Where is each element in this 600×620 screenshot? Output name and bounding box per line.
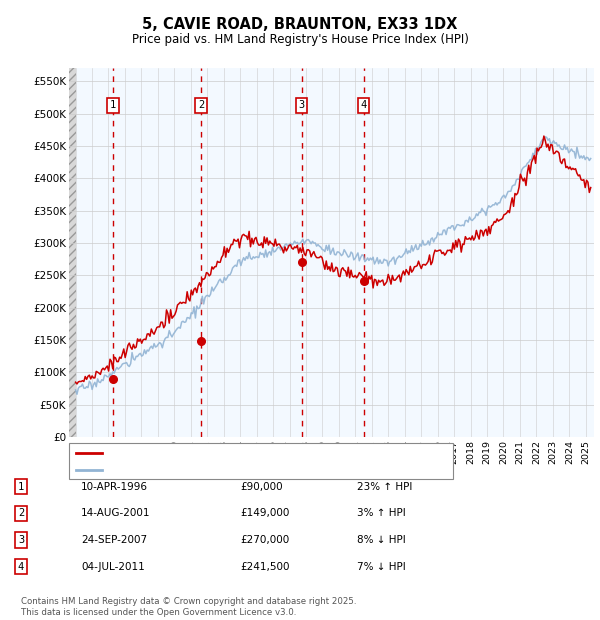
- Bar: [69, 68, 76, 437]
- Text: 4: 4: [361, 100, 367, 110]
- Text: 1: 1: [18, 482, 24, 492]
- Text: 4: 4: [18, 562, 24, 572]
- Text: 04-JUL-2011: 04-JUL-2011: [81, 562, 145, 572]
- Text: 23% ↑ HPI: 23% ↑ HPI: [357, 482, 412, 492]
- Text: 24-SEP-2007: 24-SEP-2007: [81, 535, 147, 545]
- Text: 5, CAVIE ROAD, BRAUNTON, EX33 1DX: 5, CAVIE ROAD, BRAUNTON, EX33 1DX: [142, 17, 458, 32]
- Text: £241,500: £241,500: [240, 562, 290, 572]
- Text: 3: 3: [18, 535, 24, 545]
- Text: 14-AUG-2001: 14-AUG-2001: [81, 508, 151, 518]
- Text: Contains HM Land Registry data © Crown copyright and database right 2025.
This d: Contains HM Land Registry data © Crown c…: [21, 598, 356, 617]
- Text: 3: 3: [298, 100, 305, 110]
- Text: 7% ↓ HPI: 7% ↓ HPI: [357, 562, 406, 572]
- Text: 10-APR-1996: 10-APR-1996: [81, 482, 148, 492]
- Text: 2: 2: [18, 508, 24, 518]
- Text: £270,000: £270,000: [240, 535, 289, 545]
- Text: 5, CAVIE ROAD, BRAUNTON, EX33 1DX (detached house): 5, CAVIE ROAD, BRAUNTON, EX33 1DX (detac…: [108, 448, 404, 458]
- Text: 8% ↓ HPI: 8% ↓ HPI: [357, 535, 406, 545]
- Text: Price paid vs. HM Land Registry's House Price Index (HPI): Price paid vs. HM Land Registry's House …: [131, 33, 469, 46]
- Text: 2: 2: [198, 100, 204, 110]
- Text: HPI: Average price, detached house, North Devon: HPI: Average price, detached house, Nort…: [108, 464, 367, 475]
- Text: 3% ↑ HPI: 3% ↑ HPI: [357, 508, 406, 518]
- Text: 1: 1: [110, 100, 116, 110]
- Text: £149,000: £149,000: [240, 508, 289, 518]
- Text: £90,000: £90,000: [240, 482, 283, 492]
